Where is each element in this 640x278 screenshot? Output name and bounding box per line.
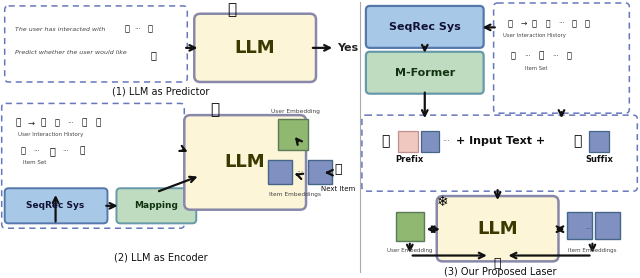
Text: 🔥: 🔥 <box>228 2 237 17</box>
Text: M-Former: M-Former <box>395 68 455 78</box>
Text: 🔥: 🔥 <box>381 135 390 148</box>
Bar <box>278 119 308 150</box>
Text: Next Item: Next Item <box>321 186 355 192</box>
Text: 👖: 👖 <box>50 146 56 156</box>
Text: (3) Our Proposed Laser: (3) Our Proposed Laser <box>444 267 557 277</box>
Text: ···: ··· <box>296 168 303 177</box>
Text: LLM: LLM <box>235 39 275 57</box>
Text: Item Embeddings: Item Embeddings <box>269 192 321 197</box>
Text: ···: ··· <box>63 148 69 154</box>
Text: ···: ··· <box>586 226 592 232</box>
Text: Item Set: Item Set <box>525 66 547 71</box>
Text: 👖: 👖 <box>539 51 544 60</box>
Text: SeqRec Sys: SeqRec Sys <box>26 201 84 210</box>
Text: ···: ··· <box>68 120 74 126</box>
Text: LLM: LLM <box>225 153 266 171</box>
Text: Prefix: Prefix <box>396 155 424 165</box>
Text: ···: ··· <box>134 26 141 32</box>
Text: 🖥: 🖥 <box>545 19 550 28</box>
Text: Item Set: Item Set <box>22 160 46 165</box>
Text: →: → <box>28 118 35 127</box>
Text: 🖥: 🖥 <box>511 51 516 60</box>
Text: 👕: 👕 <box>41 118 46 127</box>
Text: Yes: Yes <box>337 43 358 53</box>
Text: ···: ··· <box>552 53 559 59</box>
Text: 👕: 👕 <box>532 19 537 28</box>
Text: + Input Text +: + Input Text + <box>456 136 545 147</box>
Text: User Embedding: User Embedding <box>387 248 433 253</box>
Text: (2) LLM as Encoder: (2) LLM as Encoder <box>113 252 207 262</box>
Text: ⌚: ⌚ <box>82 118 87 127</box>
Text: LLM: LLM <box>477 220 518 238</box>
Bar <box>420 131 439 152</box>
FancyBboxPatch shape <box>366 52 484 94</box>
Text: Mapping: Mapping <box>134 201 179 210</box>
Text: 🔥: 🔥 <box>573 135 582 148</box>
Text: 🕶: 🕶 <box>96 118 101 127</box>
Bar <box>589 131 609 152</box>
Text: 🖥: 🖥 <box>55 118 60 127</box>
Text: User Interaction History: User Interaction History <box>18 132 83 137</box>
Text: ···: ··· <box>525 53 531 59</box>
Bar <box>398 131 418 152</box>
Bar <box>568 212 593 239</box>
Text: 🕶: 🕶 <box>148 25 153 34</box>
Text: ···: ··· <box>442 137 450 146</box>
Text: Predict whether the user would like: Predict whether the user would like <box>15 50 127 55</box>
Text: 👤: 👤 <box>16 118 21 127</box>
Text: User Embedding: User Embedding <box>271 109 319 114</box>
Text: 👖: 👖 <box>494 257 501 270</box>
Text: 👤: 👤 <box>508 19 513 28</box>
Text: 👕: 👕 <box>125 25 130 34</box>
FancyBboxPatch shape <box>366 6 484 48</box>
FancyBboxPatch shape <box>4 188 108 223</box>
Text: 🕶: 🕶 <box>585 19 590 28</box>
Text: SeqRec Sys: SeqRec Sys <box>389 23 461 32</box>
Text: 👕: 👕 <box>80 147 85 156</box>
Text: 🖥: 🖥 <box>20 147 25 156</box>
Text: 👕: 👕 <box>567 51 572 60</box>
Text: 👖: 👖 <box>150 50 156 60</box>
FancyBboxPatch shape <box>195 14 316 82</box>
Text: Item Embeddings: Item Embeddings <box>568 248 617 253</box>
Text: ···: ··· <box>559 21 565 26</box>
FancyBboxPatch shape <box>436 196 559 261</box>
Text: User Interaction History: User Interaction History <box>503 33 566 38</box>
Text: ⌚: ⌚ <box>572 19 577 28</box>
Text: Suffix: Suffix <box>586 155 613 165</box>
Text: ❄: ❄ <box>437 195 449 209</box>
Bar <box>595 212 620 239</box>
Text: The user has interacted with: The user has interacted with <box>15 27 105 32</box>
Bar <box>308 160 332 184</box>
Text: →: → <box>520 19 527 28</box>
Text: 🔥: 🔥 <box>211 102 220 117</box>
Text: (1) LLM as Predictor: (1) LLM as Predictor <box>111 87 209 97</box>
Text: 👖: 👖 <box>334 163 342 176</box>
FancyBboxPatch shape <box>184 115 306 210</box>
Bar <box>396 212 424 241</box>
FancyBboxPatch shape <box>116 188 196 223</box>
Text: ···: ··· <box>34 148 40 154</box>
Bar <box>268 160 292 184</box>
